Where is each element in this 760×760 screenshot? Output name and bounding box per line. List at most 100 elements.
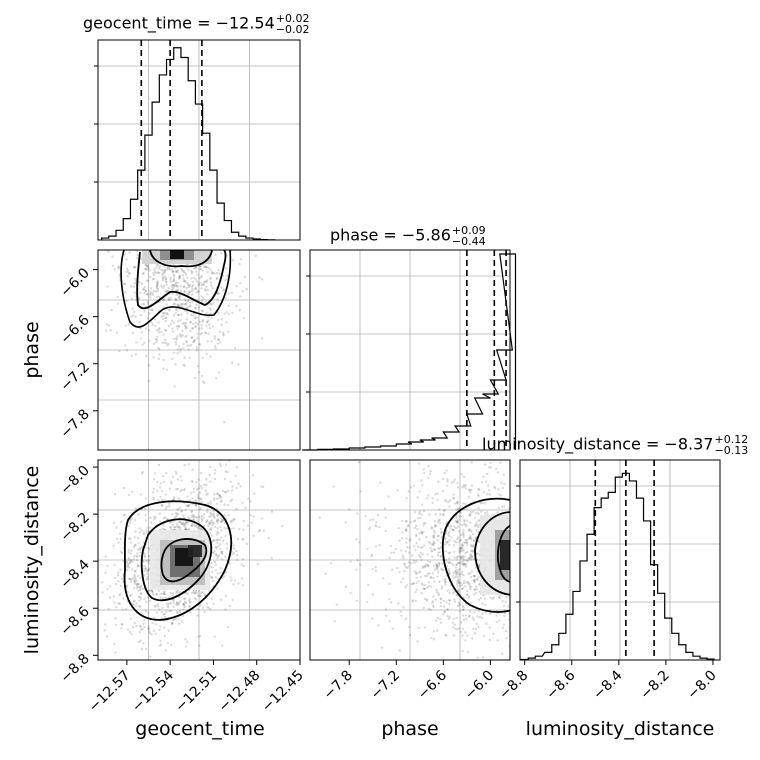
- scatter-phase-geocent-point: [147, 328, 151, 332]
- scatter-phase-geocent-point: [181, 246, 183, 248]
- scatter-lumi-geocent-point: [138, 554, 141, 558]
- scatter-phase-geocent-point: [156, 271, 160, 274]
- scatter-lumi-phase-point: [516, 549, 518, 551]
- scatter-lumi-geocent-point: [93, 526, 95, 528]
- scatter-lumi-geocent-point: [210, 597, 214, 601]
- scatter-phase-geocent-point: [206, 321, 209, 324]
- scatter-phase-geocent-point: [131, 212, 133, 214]
- scatter-lumi-geocent-point: [117, 580, 120, 583]
- scatter-lumi-phase-point: [488, 612, 492, 616]
- scatter-phase-geocent-point: [150, 221, 152, 223]
- scatter-lumi-geocent-point: [145, 529, 148, 532]
- scatter-lumi-phase-point: [429, 470, 432, 473]
- scatter-phase-geocent-point: [169, 216, 171, 218]
- scatter-lumi-geocent-point: [160, 504, 164, 507]
- scatter-lumi-geocent-point: [186, 495, 189, 498]
- scatter-lumi-geocent-point: [211, 566, 214, 569]
- scatter-lumi-geocent-point: [241, 557, 245, 561]
- scatter-phase-geocent-point: [221, 331, 224, 334]
- scatter-lumi-geocent-point: [126, 563, 129, 566]
- scatter-lumi-phase-point: [472, 593, 476, 596]
- scatter-lumi-geocent-point: [157, 499, 160, 502]
- scatter-lumi-geocent-point: [185, 645, 188, 648]
- scatter-lumi-phase-point: [514, 554, 516, 556]
- scatter-lumi-geocent-point: [147, 560, 150, 563]
- scatter-phase-geocent-point: [217, 244, 219, 246]
- scatter-lumi-geocent-point: [217, 513, 220, 517]
- scatter-lumi-phase-point: [452, 496, 455, 500]
- scatter-phase-geocent-point: [170, 227, 172, 229]
- scatter-lumi-geocent-point: [211, 521, 214, 525]
- scatter-phase-geocent-point: [151, 323, 154, 327]
- scatter-lumi-geocent-point: [164, 493, 167, 496]
- scatter-lumi-geocent-point: [145, 559, 148, 563]
- scatter-lumi-phase-point: [480, 616, 484, 620]
- scatter-lumi-phase-point: [527, 537, 529, 539]
- scatter-phase-geocent-point: [191, 284, 195, 287]
- scatter-phase-geocent-point: [141, 303, 144, 306]
- scatter-lumi-phase-point: [537, 565, 539, 567]
- scatter-phase-geocent-point: [200, 323, 203, 327]
- scatter-lumi-phase-point: [462, 502, 465, 505]
- scatter-phase-geocent-point: [154, 191, 156, 193]
- scatter-lumi-phase-point: [452, 571, 455, 575]
- scatter-lumi-phase-point: [418, 512, 421, 515]
- scatter-phase-geocent-point: [171, 287, 175, 290]
- scatter-lumi-phase-point: [485, 622, 488, 625]
- scatter-phase-geocent-point: [204, 265, 208, 269]
- scatter-phase-geocent-point: [175, 308, 178, 311]
- scatter-lumi-phase-point: [536, 585, 538, 587]
- scatter-lumi-geocent-point: [163, 590, 166, 593]
- scatter-phase-geocent-point: [107, 250, 110, 254]
- scatter-lumi-phase-point: [484, 463, 487, 466]
- scatter-lumi-geocent-point: [233, 579, 237, 582]
- scatter-lumi-geocent-point: [216, 521, 219, 524]
- scatter-lumi-phase-point: [550, 561, 552, 563]
- scatter-lumi-phase-point: [415, 581, 418, 585]
- ticklabel-lumi-x-4: −8.0: [684, 668, 719, 703]
- scatter-lumi-phase-point: [389, 600, 393, 604]
- scatter-lumi-phase-point: [563, 538, 565, 540]
- scatter-lumi-phase-point: [462, 535, 465, 539]
- scatter-lumi-geocent-point: [132, 576, 136, 579]
- scatter-lumi-geocent-point: [152, 593, 155, 597]
- scatter-lumi-phase-point: [397, 526, 400, 530]
- scatter-phase-geocent-point: [155, 338, 159, 342]
- scatter-lumi-geocent-point: [197, 496, 200, 499]
- scatter-lumi-phase-point: [423, 574, 427, 577]
- scatter-lumi-phase-point: [417, 571, 420, 574]
- scatter-lumi-geocent-point: [226, 626, 230, 629]
- scatter-lumi-geocent-point: [210, 575, 214, 579]
- scatter-lumi-geocent-point: [177, 603, 180, 606]
- scatter-lumi-geocent-point: [217, 545, 220, 548]
- scatter-phase-geocent-point: [161, 311, 164, 315]
- scatter-phase-geocent-point: [147, 364, 151, 367]
- scatter-lumi-phase-point: [471, 545, 475, 548]
- scatter-lumi-phase-point: [457, 555, 460, 558]
- ticklabel-lumi-y-1: −8.2: [57, 510, 92, 545]
- scatter-lumi-phase-point: [434, 493, 437, 496]
- scatter-lumi-phase-point: [438, 547, 441, 550]
- scatter-phase-geocent-point: [155, 329, 159, 332]
- scatter-lumi-geocent-point: [148, 526, 152, 530]
- scatter-lumi-phase-point: [444, 558, 448, 562]
- scatter-lumi-phase-point: [546, 487, 548, 489]
- scatter-lumi-geocent-point: [145, 578, 149, 581]
- scatter-phase-geocent-point: [168, 298, 171, 301]
- scatter-lumi-geocent-point: [207, 607, 211, 610]
- scatter-phase-geocent-point: [193, 287, 197, 291]
- scatter-phase-geocent-point: [182, 285, 186, 289]
- scatter-lumi-phase-point: [461, 549, 464, 553]
- scatter-lumi-phase-point: [535, 507, 537, 509]
- scatter-lumi-geocent-point: [212, 551, 215, 555]
- scatter-lumi-geocent-point: [130, 577, 134, 581]
- scatter-phase-geocent-point: [227, 292, 230, 295]
- scatter-lumi-phase-point: [469, 558, 473, 561]
- scatter-lumi-geocent-point: [160, 489, 164, 493]
- scatter-phase-geocent-point: [161, 273, 164, 277]
- scatter-phase-geocent-point: [146, 300, 150, 303]
- scatter-phase-geocent-point: [179, 285, 183, 288]
- scatter-phase-geocent-point: [178, 325, 181, 328]
- scatter-phase-geocent-point: [194, 286, 198, 289]
- scatter-lumi-geocent-point: [185, 592, 188, 595]
